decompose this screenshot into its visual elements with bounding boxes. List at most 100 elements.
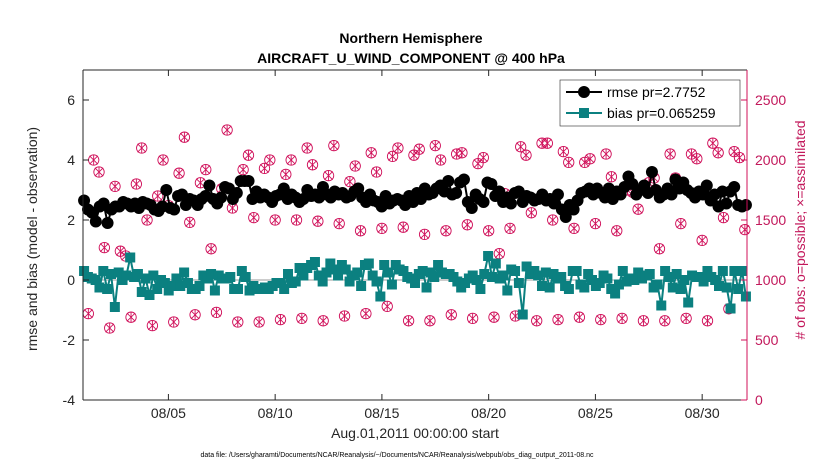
bias-point bbox=[109, 302, 120, 312]
bias-point bbox=[356, 281, 367, 291]
bias-point bbox=[471, 275, 482, 285]
obs-marker bbox=[365, 147, 377, 159]
bias-point bbox=[232, 284, 243, 294]
obs-assimilated-cross bbox=[697, 235, 707, 246]
obs-marker bbox=[232, 316, 244, 328]
obs-marker bbox=[274, 313, 287, 326]
bias-point bbox=[171, 273, 182, 284]
obs-marker bbox=[541, 137, 554, 149]
obs-marker bbox=[605, 171, 618, 183]
rmse-point bbox=[720, 197, 733, 210]
rmse-point bbox=[442, 175, 455, 187]
obs-marker bbox=[248, 211, 260, 224]
obs-marker bbox=[210, 306, 223, 319]
bias-point bbox=[713, 281, 724, 291]
obs-marker bbox=[402, 315, 415, 327]
obs-assimilated-cross bbox=[516, 141, 526, 152]
bias-point bbox=[90, 275, 101, 285]
rmse-point bbox=[567, 203, 580, 216]
y-tick-label-left: 6 bbox=[67, 92, 75, 108]
bias-point bbox=[148, 270, 159, 281]
bias-point bbox=[340, 264, 351, 275]
obs-assimilated-cross bbox=[558, 146, 568, 157]
obs-marker bbox=[290, 214, 303, 226]
bias-point bbox=[298, 270, 309, 281]
obs-assimilated-cross bbox=[660, 315, 670, 326]
obs-assimilated-cross bbox=[142, 214, 152, 226]
bias-point bbox=[563, 284, 574, 294]
obs-marker bbox=[595, 313, 607, 326]
bias-point bbox=[433, 260, 444, 270]
obs-assimilated-cross bbox=[195, 177, 205, 188]
obs-assimilated-cross bbox=[105, 322, 115, 334]
obs-assimilated-cross bbox=[617, 313, 627, 324]
x-tick-label: 08/25 bbox=[578, 405, 613, 421]
bias-point bbox=[175, 281, 186, 291]
obs-assimilated-cross bbox=[425, 315, 435, 326]
rmse-point bbox=[242, 175, 255, 187]
bias-point bbox=[321, 267, 332, 278]
obs-marker bbox=[386, 150, 399, 163]
bias-point bbox=[398, 266, 409, 276]
y-axis-label-left: rmse and bias (model - observation) bbox=[24, 127, 40, 351]
obs-assimilated-cross bbox=[243, 150, 253, 161]
bias-point bbox=[375, 291, 386, 302]
bias-point bbox=[498, 270, 509, 281]
obs-assimilated-cross bbox=[147, 320, 157, 331]
obs-assimilated-cross bbox=[494, 248, 504, 259]
obs-marker bbox=[504, 222, 516, 235]
obs-marker bbox=[520, 149, 532, 161]
bias-point bbox=[236, 266, 247, 276]
obs-assimilated-cross bbox=[174, 168, 184, 179]
obs-assimilated-cross bbox=[532, 315, 542, 326]
y-tick-label-right: 1500 bbox=[755, 212, 786, 228]
obs-assimilated-cross bbox=[329, 140, 339, 151]
legend-bias-marker bbox=[579, 108, 589, 118]
bias-point bbox=[483, 251, 494, 261]
rmse-point bbox=[700, 179, 713, 192]
rmse-point bbox=[457, 173, 470, 186]
bias-point bbox=[679, 275, 690, 285]
legend-box bbox=[559, 79, 741, 127]
rmse-point bbox=[230, 187, 243, 199]
obs-marker bbox=[611, 225, 623, 237]
bias-point bbox=[167, 281, 178, 291]
bias-point bbox=[102, 284, 113, 294]
obs-assimilated-cross bbox=[313, 216, 323, 227]
bias-point bbox=[371, 276, 382, 287]
rmse-point bbox=[78, 194, 91, 207]
rmse-point bbox=[203, 179, 216, 192]
obs-marker bbox=[675, 217, 687, 230]
obs-assimilated-cross bbox=[318, 315, 328, 326]
obs-assimilated-cross bbox=[441, 225, 451, 236]
bias-point bbox=[594, 278, 605, 288]
y-tick-label-right: 0 bbox=[755, 392, 763, 408]
x-tick-label: 08/05 bbox=[151, 405, 186, 421]
obs-assimilated-cross bbox=[606, 171, 616, 182]
obs-assimilated-cross bbox=[430, 140, 440, 151]
obs-assimilated-cross bbox=[505, 223, 515, 234]
obs-assimilated-cross bbox=[553, 314, 563, 325]
y-axis-label-right: # of obs: o=possible; ×=assimilated bbox=[792, 120, 808, 339]
obs-marker bbox=[301, 142, 313, 154]
bias-point bbox=[629, 275, 640, 285]
y-tick-label-left: 2 bbox=[67, 212, 75, 228]
obs-assimilated-cross bbox=[612, 225, 622, 236]
obs-marker bbox=[306, 159, 319, 171]
obs-marker bbox=[717, 211, 730, 224]
bias-point bbox=[513, 278, 524, 288]
bias-point bbox=[644, 269, 655, 279]
bias-point bbox=[275, 278, 286, 288]
obs-assimilated-cross bbox=[574, 312, 584, 323]
bias-point bbox=[479, 269, 490, 279]
obs-assimilated-cross bbox=[249, 212, 259, 223]
obs-assimilated-cross bbox=[83, 308, 93, 319]
bias-point bbox=[367, 270, 378, 281]
bias-point bbox=[140, 273, 151, 284]
y-tick-label-left: -4 bbox=[63, 392, 76, 408]
obs-marker bbox=[152, 190, 164, 202]
obs-marker bbox=[98, 241, 111, 254]
obs-assimilated-cross bbox=[414, 144, 424, 155]
bias-point bbox=[733, 284, 744, 294]
